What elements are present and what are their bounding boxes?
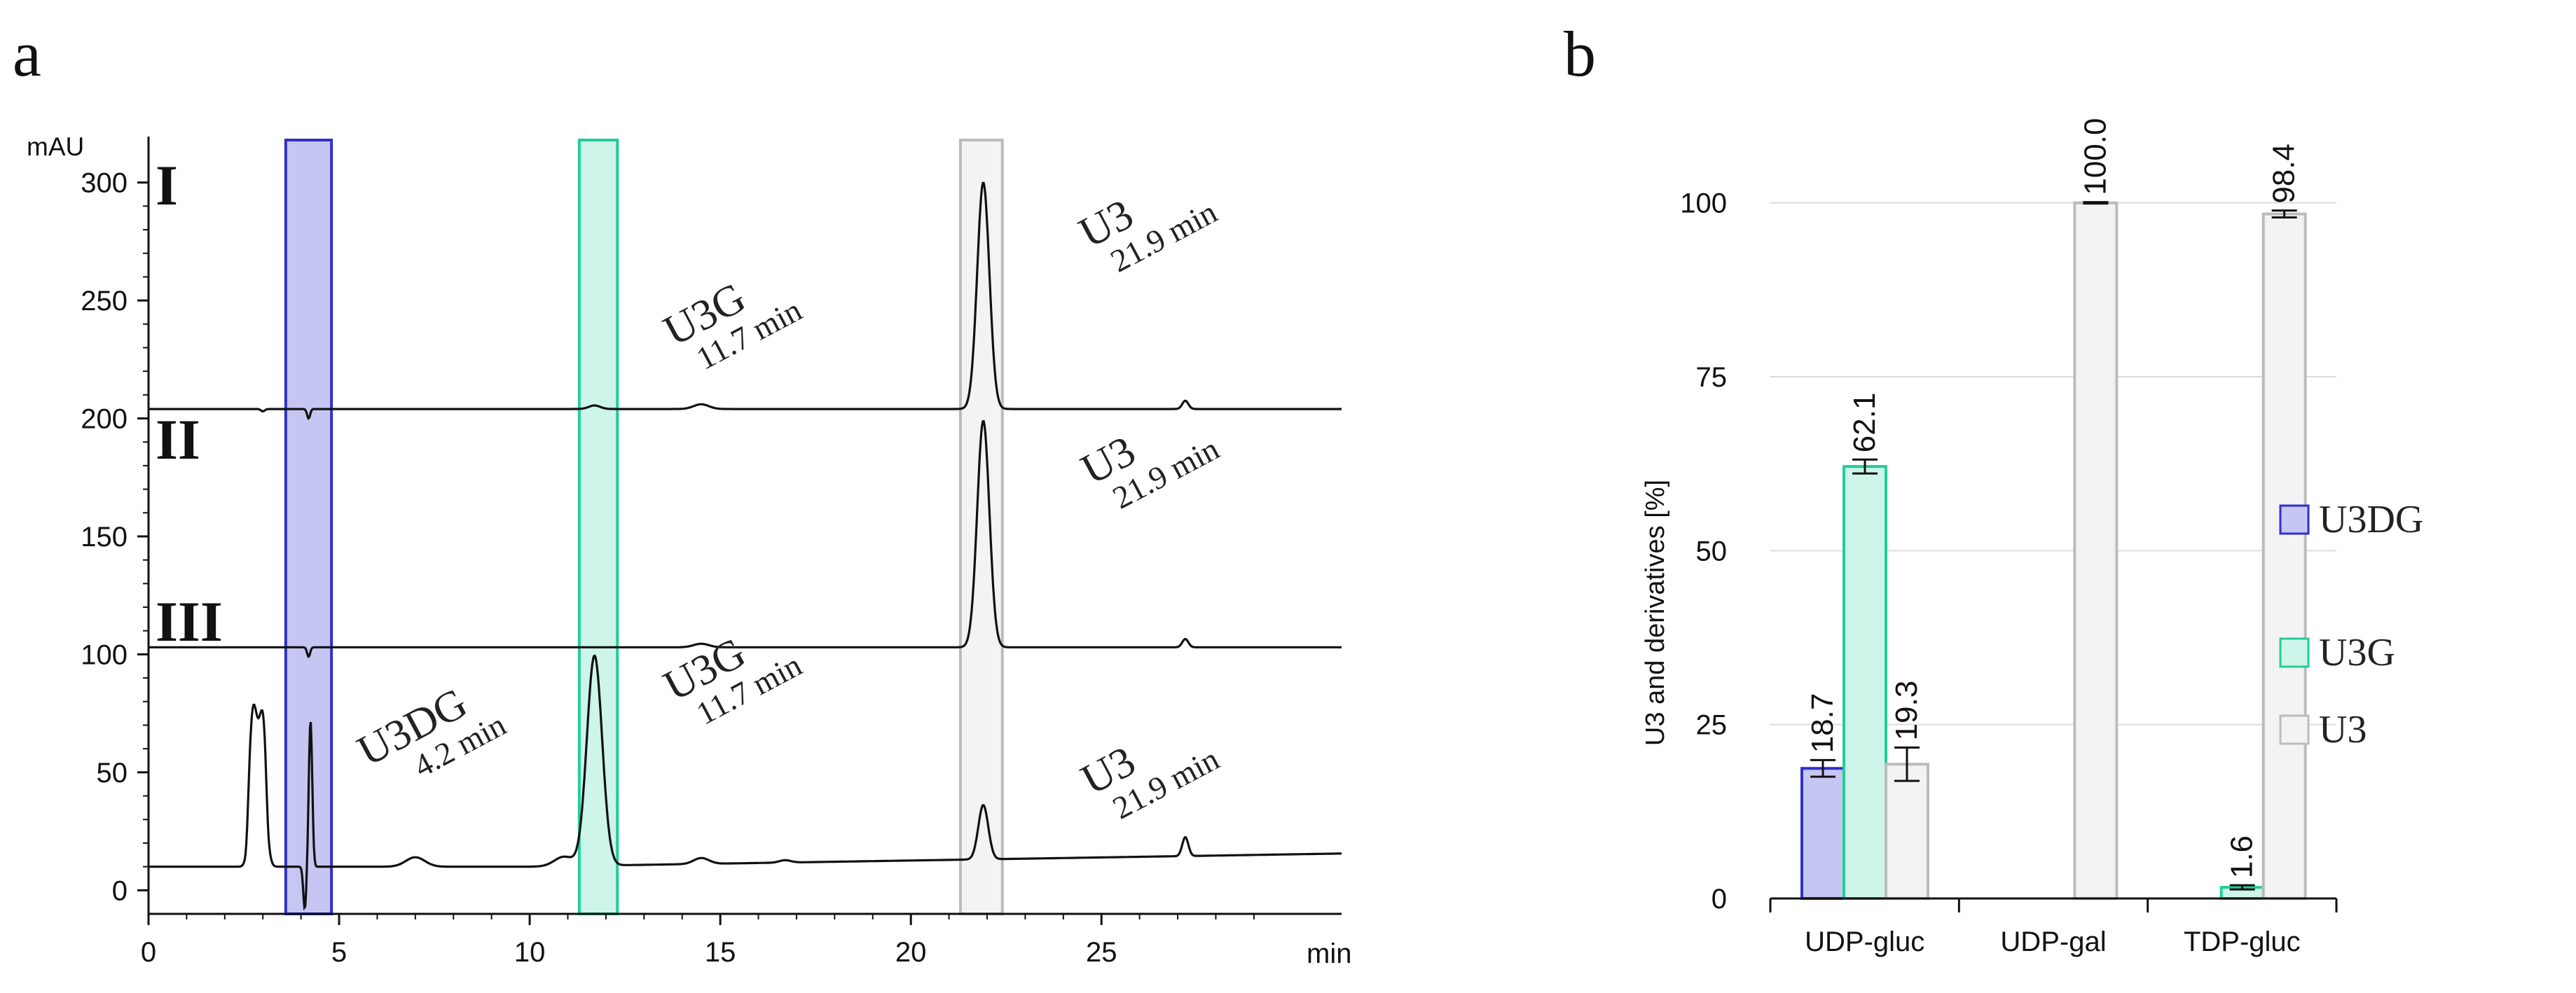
legend-label-u3dg: U3DG: [2319, 498, 2423, 541]
x-tick-label: 15: [705, 937, 736, 968]
highlight-band-u3g: [577, 139, 619, 915]
bar-chart-bars: 18.7 62.1 19.3 100.0 1.6 98.4: [1800, 118, 2307, 901]
panel-b-label: b: [1564, 18, 1596, 90]
annotation-u3g-trace-iii: U3G 11.7 min: [656, 629, 808, 732]
bar-u3g-udp-gluc: [1843, 465, 1887, 900]
category-label: UDP-gluc: [1805, 926, 1924, 957]
bar-u3-udp-gluc: [1885, 763, 1929, 900]
x-tick-label: 25: [1086, 937, 1117, 968]
legend: U3DG U3G U3: [2279, 498, 2423, 751]
bar-y-axis-label: U3 and derivatives [%]: [1641, 480, 1670, 746]
x-tick-label: 20: [895, 937, 927, 968]
x-unit-label: min: [1307, 938, 1351, 969]
y-tick-label: 100: [81, 639, 128, 670]
panel-a-label: a: [13, 18, 41, 90]
highlight-bands: [284, 139, 1004, 915]
data-label: 18.7: [1805, 693, 1840, 754]
y-tick-label: 100: [1680, 188, 1727, 219]
chromatogram-panel: a 0 50 100 150 200 250 300 0 5 10 15 20 25 mAU min I…: [13, 18, 1351, 969]
trace-label-II: II: [156, 408, 200, 471]
category-label: TDP-gluc: [2184, 926, 2301, 957]
y-tick-label: 200: [81, 404, 128, 435]
annotation-u3-trace-i: U3 21.9 min: [1072, 190, 1223, 279]
annotation-u3-trace-iii: U3 21.9 min: [1074, 737, 1225, 826]
x-tick-label: 5: [331, 937, 347, 968]
chromatogram-trace-III: [149, 654, 1342, 911]
bar-chart-axes: 0 25 50 75 100 UDP-gluc UDP-gal TDP-gluc: [1680, 188, 2338, 957]
bar-u3-tdp-gluc: [2261, 212, 2307, 900]
y-tick-label: 250: [81, 286, 128, 317]
y-tick-label: 150: [81, 522, 128, 553]
legend-swatch-u3g: [2279, 637, 2310, 668]
y-tick-label: 300: [81, 168, 128, 199]
data-label: 1.6: [2225, 835, 2259, 878]
data-label: 98.4: [2267, 144, 2301, 204]
data-label: 19.3: [1889, 681, 1924, 741]
y-unit-label: mAU: [27, 132, 84, 161]
y-tick-label: 75: [1696, 362, 1728, 393]
chromatogram-axes: 0 50 100 150 200 250 300 0 5 10 15 20 25: [81, 137, 1342, 968]
x-tick-label: 0: [141, 937, 156, 968]
y-tick-label: 50: [1696, 536, 1728, 567]
legend-swatch-u3: [2279, 714, 2310, 745]
bar-chart-panel: b 18.7 62.1 19.3 100.0 1.6 98.4 0 25 50 75 100 UDP…: [1564, 18, 2423, 957]
chromatogram-trace-I: [149, 181, 1342, 420]
legend-label-u3g: U3G: [2319, 631, 2395, 674]
bar-u3dg-udp-gluc: [1800, 767, 1845, 901]
data-label: 62.1: [1847, 393, 1882, 453]
annotation-u3-trace-ii: U3 21.9 min: [1074, 427, 1225, 516]
highlight-band-u3: [958, 139, 1004, 915]
y-tick-label: 0: [1711, 884, 1727, 915]
data-label: 100.0: [2078, 118, 2112, 195]
y-tick-label: 0: [112, 875, 128, 906]
legend-swatch-u3dg: [2279, 504, 2310, 535]
bar-u3-udp-gal: [2073, 201, 2119, 900]
category-label: UDP-gal: [2000, 926, 2106, 957]
y-tick-label: 25: [1696, 710, 1728, 741]
annotation-u3dg-trace-iii: U3DG 4.2 min: [350, 679, 512, 784]
y-tick-label: 50: [97, 758, 128, 789]
chromatogram-traces: [149, 181, 1342, 911]
annotation-u3g-trace-i: U3G 11.7 min: [656, 274, 808, 377]
chromatogram-trace-II: [149, 419, 1342, 658]
trace-label-I: I: [156, 153, 178, 217]
trace-label-III: III: [156, 590, 223, 653]
legend-label-u3: U3: [2319, 708, 2367, 751]
x-tick-label: 10: [514, 937, 546, 968]
